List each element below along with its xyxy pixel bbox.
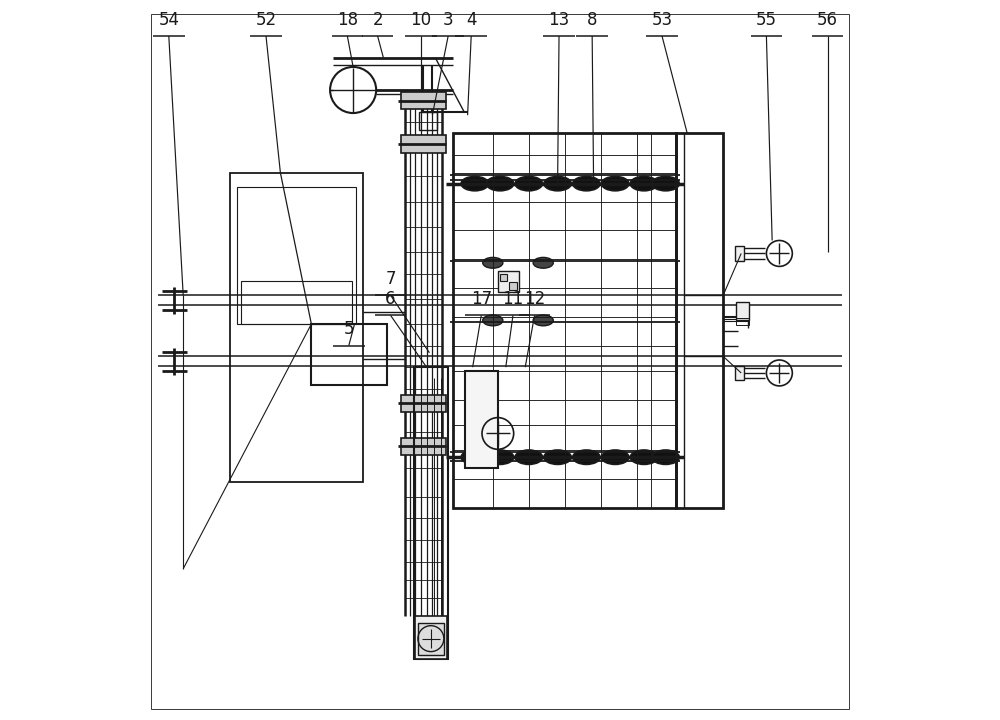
- Bar: [509, 282, 517, 290]
- Ellipse shape: [602, 176, 629, 191]
- Ellipse shape: [515, 176, 542, 191]
- Text: 6: 6: [385, 290, 396, 308]
- Text: 52: 52: [255, 11, 277, 29]
- Ellipse shape: [461, 450, 488, 464]
- Text: 7: 7: [385, 270, 396, 288]
- Bar: [415, 616, 447, 659]
- Text: 11: 11: [502, 290, 524, 308]
- Text: 5: 5: [344, 320, 354, 338]
- Text: 3: 3: [443, 11, 453, 29]
- Bar: [311, 324, 387, 385]
- Ellipse shape: [602, 450, 629, 464]
- Ellipse shape: [652, 176, 679, 191]
- Bar: [735, 366, 744, 380]
- Ellipse shape: [486, 450, 514, 464]
- Text: 54: 54: [158, 11, 179, 29]
- Bar: [241, 281, 352, 324]
- Bar: [465, 371, 498, 468]
- Bar: [736, 302, 749, 320]
- Bar: [230, 173, 363, 482]
- Text: 13: 13: [548, 11, 570, 29]
- Bar: [414, 367, 448, 659]
- Ellipse shape: [573, 450, 600, 464]
- Ellipse shape: [630, 450, 658, 464]
- Bar: [676, 133, 723, 508]
- Ellipse shape: [630, 176, 658, 191]
- Text: 56: 56: [817, 11, 838, 29]
- Ellipse shape: [461, 176, 488, 191]
- Text: 4: 4: [466, 11, 476, 29]
- Text: 10: 10: [410, 11, 431, 29]
- Text: 2: 2: [372, 11, 383, 29]
- Ellipse shape: [544, 176, 571, 191]
- Bar: [401, 135, 446, 153]
- Ellipse shape: [483, 315, 503, 325]
- Ellipse shape: [533, 258, 553, 269]
- Ellipse shape: [573, 176, 600, 191]
- Text: 55: 55: [756, 11, 777, 29]
- Bar: [401, 92, 446, 109]
- Text: 17: 17: [471, 290, 492, 308]
- Ellipse shape: [544, 450, 571, 464]
- Text: 18: 18: [337, 11, 358, 29]
- Ellipse shape: [515, 450, 542, 464]
- Bar: [500, 274, 507, 281]
- Text: 12: 12: [524, 290, 545, 308]
- Bar: [237, 187, 356, 324]
- Bar: [418, 623, 444, 655]
- Ellipse shape: [483, 258, 503, 269]
- Text: 53: 53: [651, 11, 673, 29]
- Bar: [401, 438, 446, 455]
- Bar: [498, 271, 519, 292]
- Ellipse shape: [486, 176, 514, 191]
- Bar: [736, 318, 749, 325]
- Ellipse shape: [652, 450, 679, 464]
- Text: 8: 8: [587, 11, 597, 29]
- Bar: [401, 395, 446, 412]
- Bar: [453, 133, 676, 508]
- Bar: [735, 246, 744, 261]
- Bar: [419, 112, 437, 130]
- Ellipse shape: [533, 315, 553, 325]
